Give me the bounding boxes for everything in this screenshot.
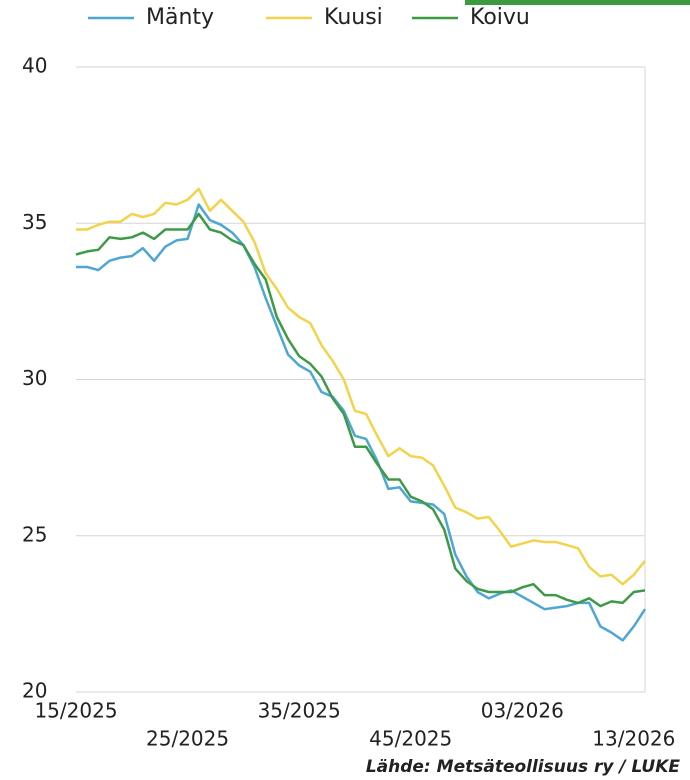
legend-label: Koivu <box>470 5 530 30</box>
x-tick-label: 03/2026 <box>481 699 564 723</box>
y-tick-label: 40 <box>22 54 47 78</box>
series-line <box>76 187 646 586</box>
y-tick-label: 20 <box>22 679 47 703</box>
legend-label: Kuusi <box>324 5 383 30</box>
y-tick-label: 25 <box>22 522 47 546</box>
x-tick-label: 45/2025 <box>369 727 452 751</box>
series-line <box>76 203 647 642</box>
source: Lähde: Metsäteollisuus ry / LUKE <box>366 757 681 777</box>
x-tick-label: 25/2025 <box>146 727 229 751</box>
header-accent <box>465 0 690 5</box>
series-line <box>75 212 646 608</box>
y-tick-label: 30 <box>22 366 47 390</box>
legend-label: Mänty <box>146 5 214 30</box>
x-tick-label: 15/2025 <box>34 699 117 723</box>
x-tick-label: 13/2026 <box>592 727 675 751</box>
x-tick-label: 35/2025 <box>258 699 341 723</box>
y-tick-label: 35 <box>22 210 47 234</box>
